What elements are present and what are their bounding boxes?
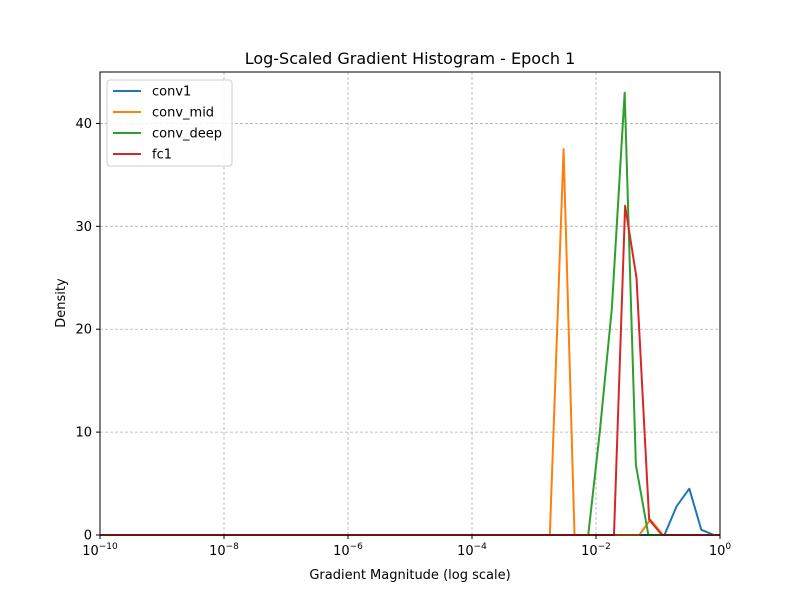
x-tick-label: 10−4 (457, 542, 487, 559)
x-tick-label: 10−6 (333, 542, 363, 559)
y-tick-label: 10 (75, 426, 92, 441)
chart-legend: conv1 conv_mid conv_deep fc1 (106, 79, 233, 167)
x-tick-label: 10−10 (82, 542, 118, 559)
y-tick-label: 20 (75, 323, 92, 338)
y-axis-ticks: 0 10 20 30 40 (75, 117, 100, 544)
chart-title: Log-Scaled Gradient Histogram - Epoch 1 (245, 49, 576, 68)
x-tick-label: 10−8 (209, 542, 239, 559)
x-tick-label: 10−2 (581, 542, 611, 559)
y-tick-label: 30 (75, 220, 92, 235)
x-axis-label: Gradient Magnitude (log scale) (309, 568, 510, 583)
legend-label: conv_deep (152, 127, 222, 142)
y-tick-label: 0 (84, 529, 92, 544)
y-tick-label: 40 (75, 117, 92, 132)
legend-label: conv1 (152, 85, 191, 100)
y-axis-label: Density (54, 278, 69, 328)
legend-label: fc1 (152, 148, 172, 163)
legend-label: conv_mid (152, 106, 214, 121)
plot-frame (99, 71, 721, 536)
legend-box (106, 79, 233, 167)
x-axis-ticks: 10−10 10−8 10−6 10−4 10−2 100 (82, 535, 731, 559)
x-tick-label: 100 (709, 542, 732, 559)
